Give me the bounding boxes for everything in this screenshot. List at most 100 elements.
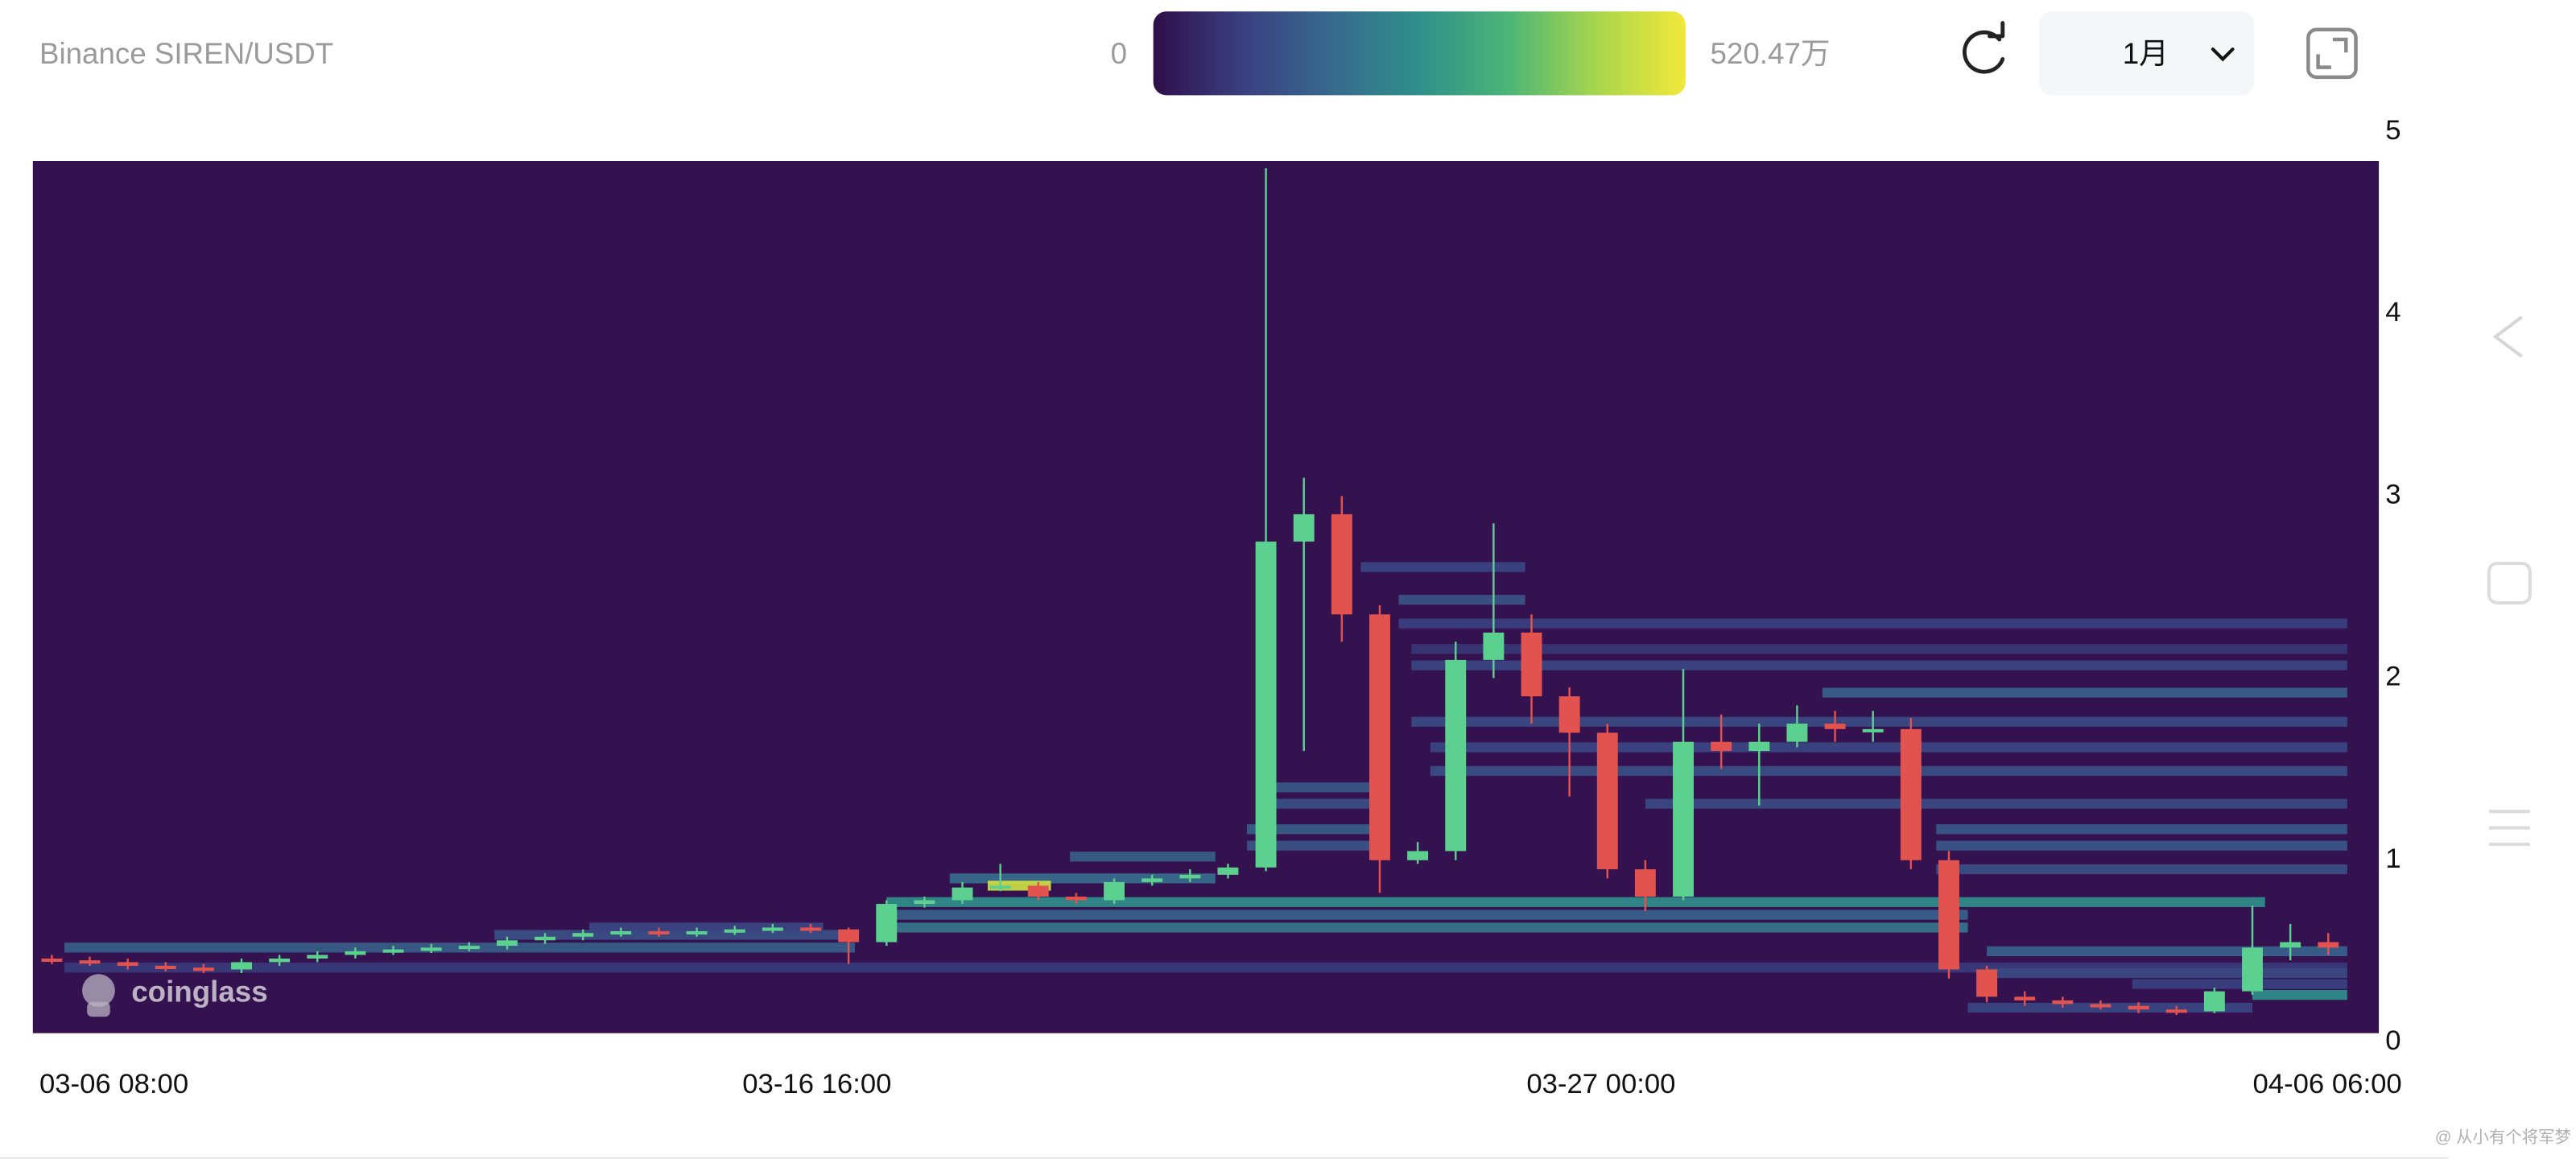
liquidation-level <box>1247 824 1386 835</box>
x-tick-label: 03-16 16:00 <box>742 1069 891 1099</box>
candle-body <box>192 967 214 971</box>
candle-body <box>952 887 973 901</box>
credit-watermark: @ 从小有个将军梦 <box>2435 1128 2571 1147</box>
liquidation-level <box>2132 979 2347 989</box>
liquidation-level <box>1987 967 2347 979</box>
y-tick-label: 2 <box>2385 662 2401 692</box>
candle-body <box>876 904 898 942</box>
liquidation-level <box>1645 798 2347 809</box>
candle-body <box>1748 741 1770 752</box>
candle-body <box>307 955 328 959</box>
candle-body <box>535 936 556 941</box>
timeframe-dropdown[interactable]: 1月 <box>2038 11 2254 96</box>
x-tick-label: 03-06 08:00 <box>39 1069 188 1099</box>
candle-body <box>989 885 1011 889</box>
candle-body <box>1141 878 1163 882</box>
liquidation-level <box>589 922 824 933</box>
candle-body <box>1634 869 1656 897</box>
candle-body <box>762 927 783 931</box>
candle-body <box>155 965 176 970</box>
liquidation-level <box>2252 990 2347 1000</box>
colorbar-label: 520.47万 <box>1710 37 1830 70</box>
fullscreen-button[interactable] <box>2306 27 2358 80</box>
fullscreen-frame <box>2306 27 2358 80</box>
candle-body <box>1407 851 1429 860</box>
candle-body <box>838 929 860 942</box>
candle-body <box>1596 732 1618 870</box>
candle-body <box>231 962 252 970</box>
liquidation-level <box>1360 562 1525 572</box>
liquidation-level <box>1987 946 2347 956</box>
liquidation-level <box>886 922 1968 933</box>
candle-body <box>1179 874 1201 879</box>
y-tick-label: 5 <box>2385 115 2401 146</box>
candle-body <box>686 930 708 935</box>
liquidation-level <box>1070 852 1216 862</box>
liquidation-level <box>1411 660 2347 670</box>
candle-body <box>1027 885 1049 897</box>
dropdown-chevron <box>2211 47 2235 62</box>
colorbar-label: 0 <box>1111 37 1127 70</box>
candle-body <box>2242 947 2263 992</box>
y-tick-label: 0 <box>2385 1025 2401 1056</box>
liquidation-level <box>1265 782 1386 793</box>
candle-body <box>382 949 404 953</box>
candle-body <box>420 947 442 951</box>
candle-body <box>1065 896 1087 901</box>
candle-body <box>2014 996 2036 1000</box>
liquidation-level <box>1265 798 1386 809</box>
candle-body <box>1369 614 1390 860</box>
refresh-arrow <box>1987 21 2005 39</box>
liquidation-level <box>886 897 2265 907</box>
colorbar <box>1153 11 1686 96</box>
liquidation-level <box>1247 840 1386 851</box>
candle-body <box>1862 728 1884 732</box>
candle-body <box>1673 741 1694 897</box>
candle-body <box>79 960 101 964</box>
side-menu-icon[interactable] <box>2488 810 2530 847</box>
dropdown-label: 1月 <box>2123 37 2169 70</box>
candle-body <box>1521 632 1542 697</box>
chart-title: Binance SIREN/USDT <box>39 37 333 70</box>
candle-body <box>1483 632 1505 660</box>
candle-body <box>1786 724 1808 742</box>
candle-body <box>1445 659 1467 852</box>
candle-body <box>610 930 632 935</box>
liquidation-level <box>1430 765 2347 777</box>
liquidation-level <box>1411 644 2347 654</box>
candle-body <box>648 930 670 935</box>
dropdown-box <box>2038 11 2254 96</box>
watermark-logo: coinglass <box>82 974 268 1017</box>
watermark-text: coinglass <box>131 975 267 1008</box>
liquidation-level <box>1398 595 1525 605</box>
plot-area <box>32 161 2380 1033</box>
x-tick-label: 03-27 00:00 <box>1526 1069 1675 1099</box>
liquidation-level <box>1936 840 2347 851</box>
x-tick-label: 04-06 06:00 <box>2253 1069 2402 1099</box>
candle-body <box>345 951 366 955</box>
side-tabs-icon[interactable] <box>2487 561 2532 605</box>
plot-layer <box>41 168 2347 1016</box>
y-tick-label: 3 <box>2385 479 2401 509</box>
candle-body <box>117 962 138 966</box>
candle-body <box>1824 724 1846 729</box>
candle-body <box>2052 1000 2074 1004</box>
candle-body <box>41 958 63 962</box>
logo-body <box>87 1001 110 1017</box>
candle-body <box>1255 541 1277 868</box>
side-back-icon[interactable] <box>2492 316 2523 358</box>
candle-body <box>2090 1004 2112 1008</box>
candle-body <box>2203 991 2225 1012</box>
candle-body <box>1217 867 1239 875</box>
candle-body <box>800 927 821 931</box>
refresh-button[interactable] <box>1963 21 2005 74</box>
liquidation-level <box>886 909 1968 920</box>
candle-body <box>2165 1009 2187 1013</box>
candle-body <box>1558 696 1580 733</box>
liquidation-level <box>1822 687 2347 698</box>
candle-body <box>1711 741 1732 752</box>
candle-body <box>458 946 480 950</box>
candle-body <box>1293 514 1315 542</box>
candle-body <box>724 929 745 933</box>
liquidation-level <box>1411 716 2347 727</box>
